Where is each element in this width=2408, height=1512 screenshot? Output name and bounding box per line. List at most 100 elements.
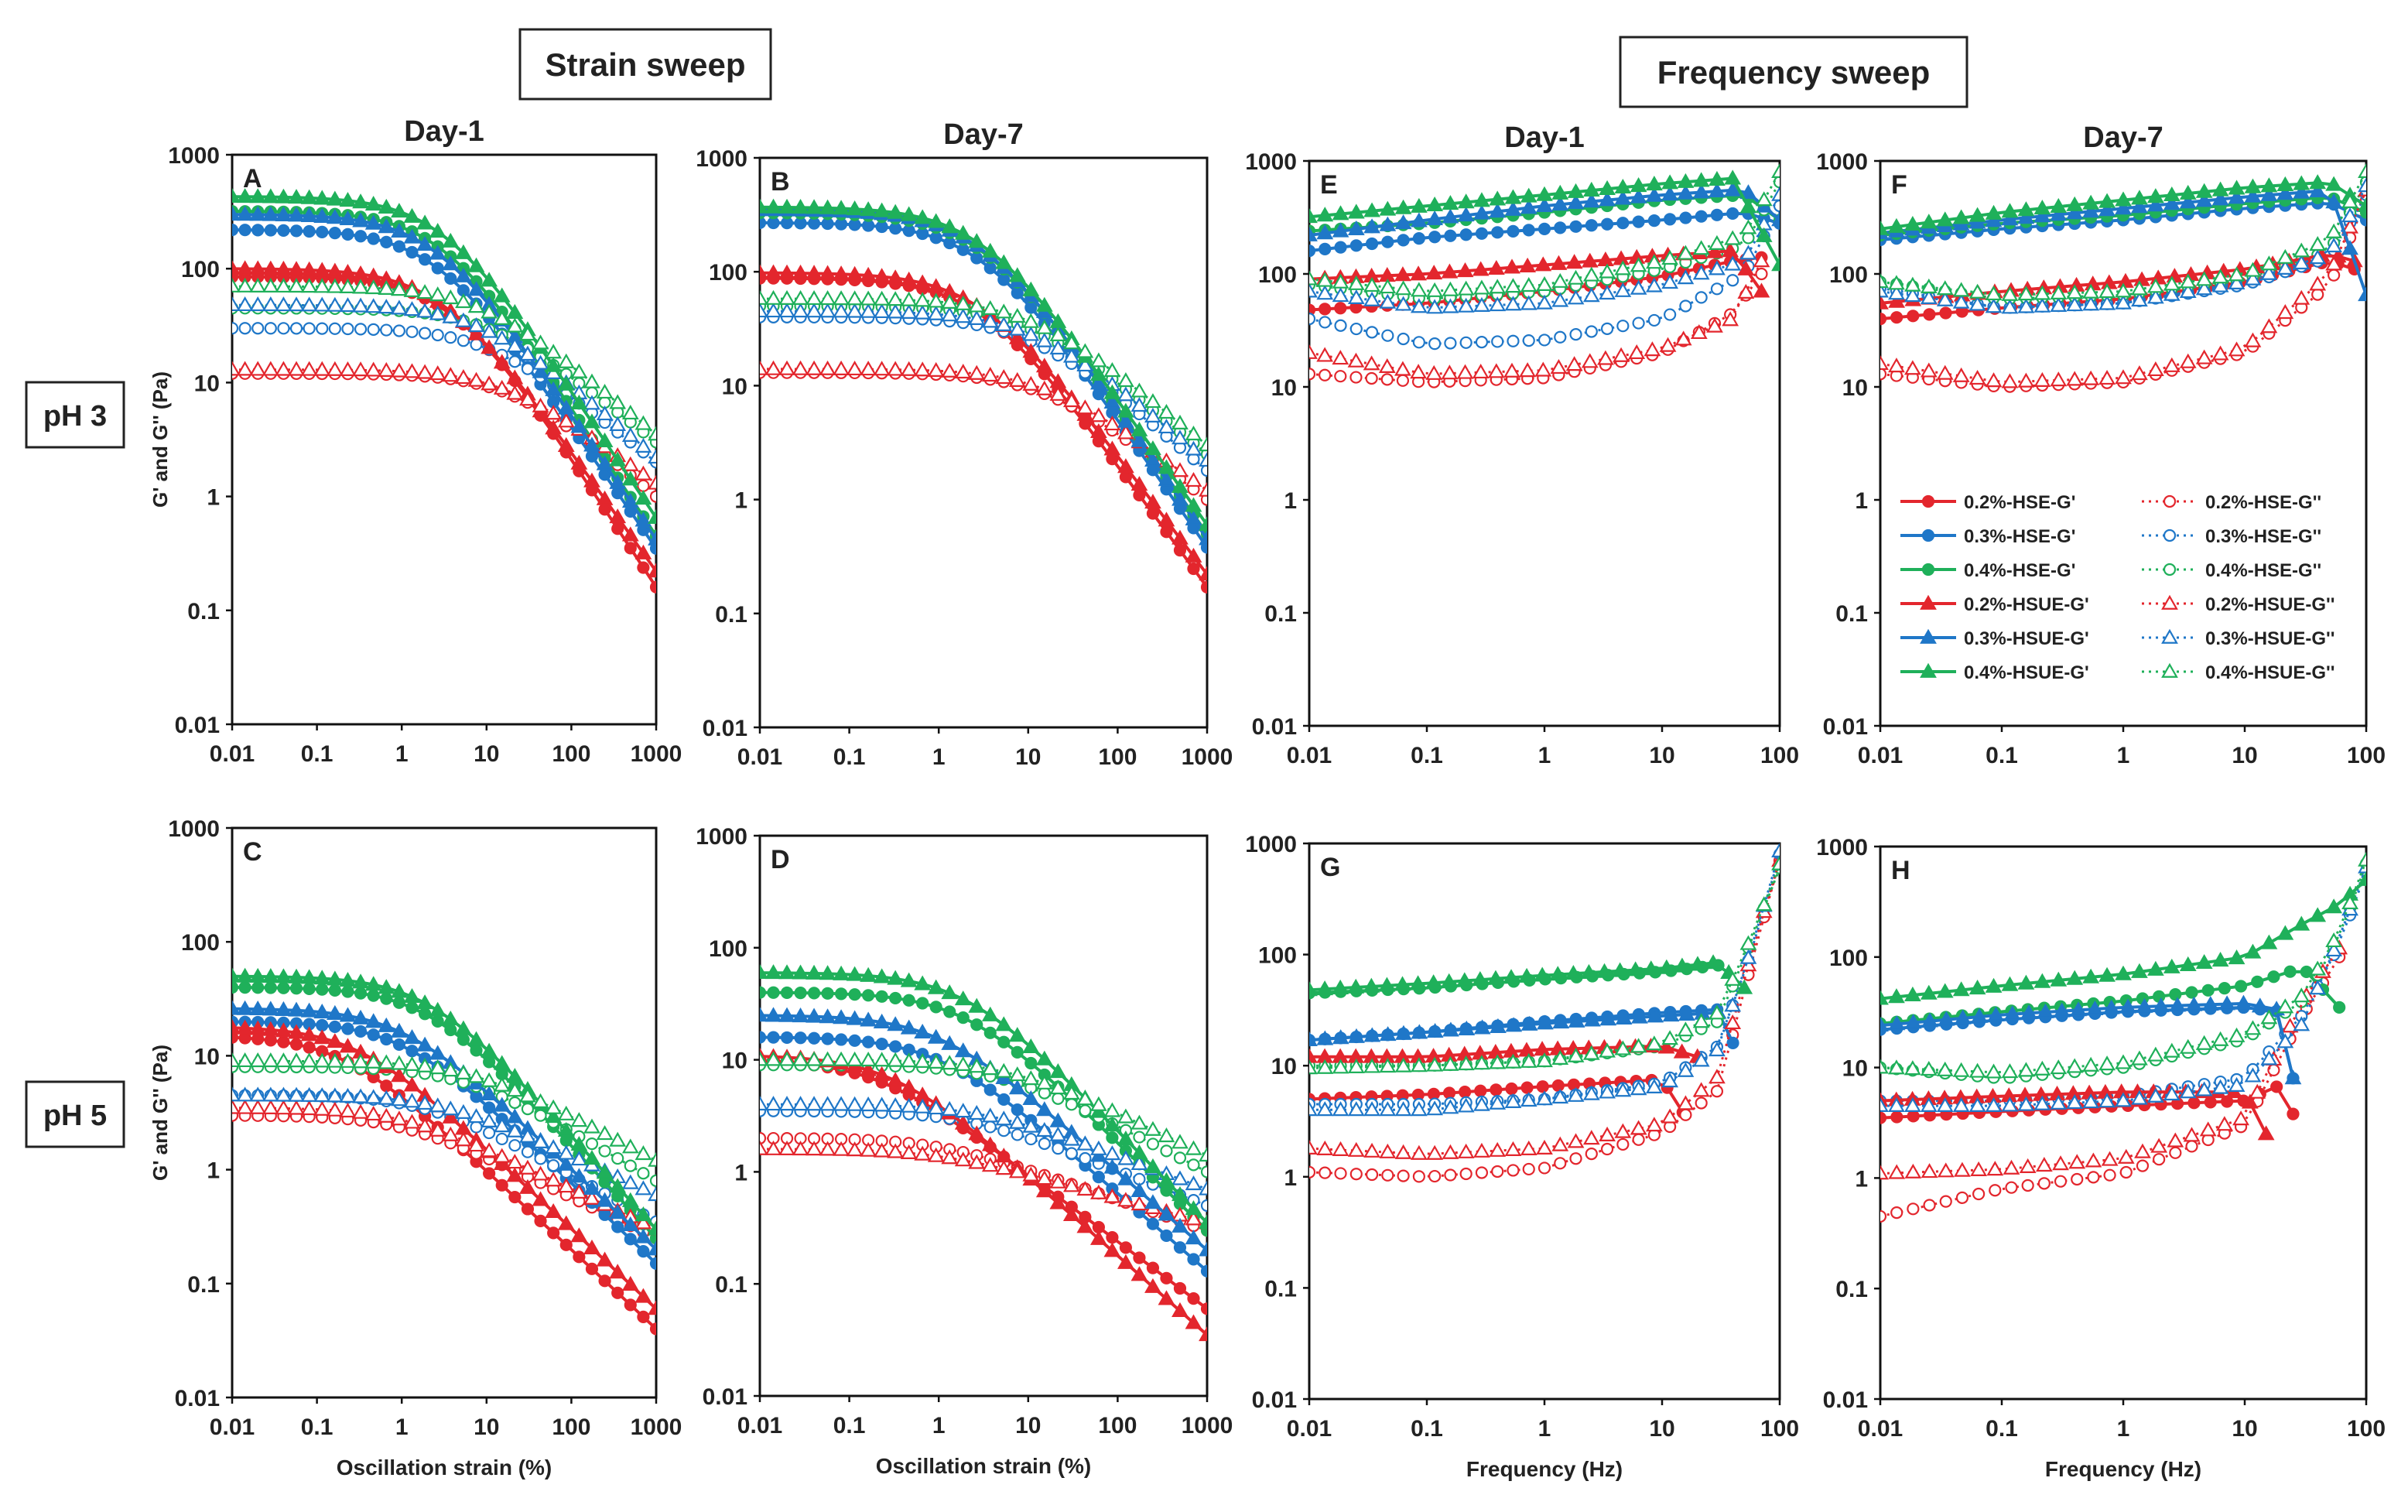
data-point xyxy=(1710,208,1724,221)
data-point xyxy=(2201,996,2219,1011)
y-tick-label: 1 xyxy=(1855,488,1868,514)
data-point xyxy=(1365,237,1379,251)
data-point xyxy=(1551,1136,1569,1151)
data-point xyxy=(981,1157,999,1172)
data-point xyxy=(2309,980,2327,995)
data-point xyxy=(2199,1121,2217,1137)
data-point xyxy=(1903,1096,1921,1112)
panel-letter: G xyxy=(1320,853,1340,882)
data-point xyxy=(1008,267,1026,282)
data-point xyxy=(1106,1131,1119,1144)
data-point xyxy=(2293,987,2311,1003)
data-point xyxy=(1410,212,1428,227)
data-point xyxy=(2235,994,2252,1010)
data-point xyxy=(1536,197,1553,212)
data-point xyxy=(760,303,768,318)
data-point xyxy=(983,1083,997,1096)
data-point xyxy=(1890,1206,1903,1220)
data-point xyxy=(902,994,915,1007)
data-point xyxy=(288,1024,305,1039)
data-point xyxy=(2150,1137,2168,1153)
data-point xyxy=(1632,1133,1645,1146)
data-point xyxy=(2341,193,2358,208)
data-point xyxy=(2071,1172,2084,1186)
data-point xyxy=(1890,1110,1903,1124)
data-point xyxy=(2050,1059,2068,1075)
data-point xyxy=(596,1192,614,1207)
legend-entry: 0.4%-HSE-G'' xyxy=(2142,560,2321,581)
data-point xyxy=(2201,983,2215,997)
data-point xyxy=(1645,186,1663,202)
data-point xyxy=(1117,1131,1134,1146)
data-point xyxy=(648,530,656,546)
data-point xyxy=(1103,416,1121,431)
data-point xyxy=(2260,934,2278,949)
data-point xyxy=(833,303,850,318)
data-point xyxy=(1459,336,1473,349)
data-point xyxy=(846,200,864,216)
data-point xyxy=(2309,249,2327,265)
data-point xyxy=(2211,277,2229,292)
data-point xyxy=(326,190,344,206)
data-point xyxy=(2260,255,2278,271)
data-point xyxy=(2101,1151,2119,1166)
data-point xyxy=(1773,200,1780,213)
data-point xyxy=(1724,230,1742,245)
data-point xyxy=(303,982,316,995)
data-point xyxy=(1079,1151,1092,1165)
data-point xyxy=(900,1052,918,1068)
data-point xyxy=(367,989,380,1002)
data-point xyxy=(1507,334,1520,347)
data-point xyxy=(1567,289,1585,305)
data-point xyxy=(1309,303,1316,316)
data-point xyxy=(1062,392,1080,408)
data-point xyxy=(1473,279,1490,295)
legend-entry: 0.2%-HSE-G'' xyxy=(2142,492,2321,513)
data-point xyxy=(300,278,318,293)
data-point xyxy=(390,281,408,296)
data-point xyxy=(968,1058,986,1073)
data-point xyxy=(442,1108,460,1124)
data-point xyxy=(848,988,861,1001)
data-point xyxy=(1569,220,1582,233)
x-tick-label: 10 xyxy=(2232,1416,2257,1442)
data-point xyxy=(249,296,267,312)
data-point xyxy=(873,968,891,983)
data-point xyxy=(2281,1018,2299,1033)
data-point xyxy=(236,277,254,292)
data-point xyxy=(2287,1107,2300,1120)
y-tick-label: 100 xyxy=(709,936,747,962)
data-point xyxy=(2325,941,2343,957)
data-point xyxy=(1309,226,1318,241)
data-point xyxy=(1581,252,1599,268)
data-point xyxy=(2293,175,2311,190)
data-point xyxy=(846,360,864,376)
data-point xyxy=(2358,851,2366,867)
data-point xyxy=(481,1072,498,1087)
data-point xyxy=(583,413,600,429)
data-point xyxy=(2341,894,2358,910)
data-point xyxy=(1117,1150,1134,1165)
data-point xyxy=(1185,440,1202,456)
panel-letter: H xyxy=(1891,856,1910,885)
data-point xyxy=(378,979,395,994)
data-point xyxy=(288,189,305,204)
data-point xyxy=(1363,1027,1381,1042)
data-point xyxy=(232,223,239,237)
x-tick-label: 10 xyxy=(474,1415,499,1440)
data-point xyxy=(1158,511,1175,527)
data-point xyxy=(1551,1049,1569,1065)
data-point xyxy=(341,227,354,241)
data-point xyxy=(467,257,485,272)
data-point xyxy=(792,289,809,305)
data-point xyxy=(364,1053,382,1069)
data-point xyxy=(2146,361,2164,377)
data-point xyxy=(2052,1155,2069,1171)
data-point xyxy=(275,361,292,376)
y-tick-label: 100 xyxy=(181,257,220,282)
data-point xyxy=(914,1145,932,1161)
data-point xyxy=(364,1013,382,1028)
data-point xyxy=(232,322,239,335)
data-point xyxy=(1888,275,1905,290)
